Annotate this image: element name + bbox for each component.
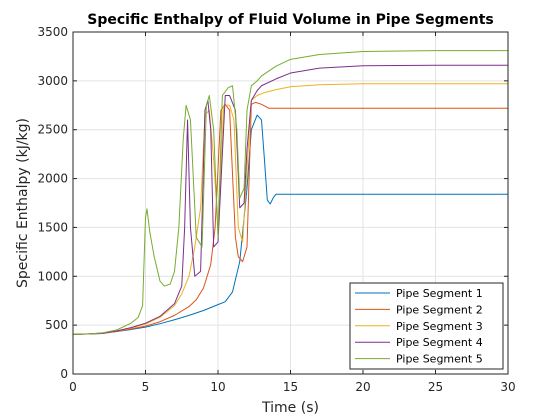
series-line-pipe-segment-4 <box>72 64 508 335</box>
legend-label: Pipe Segment 5 <box>396 353 483 366</box>
x-tick-label: 5 <box>142 380 150 394</box>
x-tick-label: 30 <box>500 380 515 394</box>
legend-label: Pipe Segment 2 <box>396 303 483 316</box>
x-tick-label: 20 <box>355 380 370 394</box>
legend-label: Pipe Segment 4 <box>396 336 483 349</box>
y-tick-label: 2500 <box>37 123 68 137</box>
series-line-pipe-segment-3 <box>72 83 508 335</box>
legend-label: Pipe Segment 3 <box>396 320 483 333</box>
x-axis-label: Time (s) <box>261 400 319 416</box>
x-tick-label: 10 <box>210 380 225 394</box>
y-tick-label: 1000 <box>37 269 68 283</box>
y-tick-label: 3500 <box>37 25 68 39</box>
legend: Pipe Segment 1 Pipe Segment 2 Pipe Segment… <box>349 282 504 370</box>
series-line-pipe-segment-2 <box>72 101 508 335</box>
x-tick-label: 15 <box>283 380 298 394</box>
x-tick-label: 25 <box>428 380 443 394</box>
legend-label: Pipe Segment 1 <box>396 287 483 300</box>
y-tick-label: 1500 <box>37 220 68 234</box>
y-tick-label: 2000 <box>37 172 68 186</box>
y-tick-label: 500 <box>45 318 68 332</box>
y-tick-label: 0 <box>60 367 68 381</box>
y-tick-label: 3000 <box>37 74 68 88</box>
ticks: 0 5 10 15 20 25 30 0 500 1000 1500 2000 2500 3000 3500 <box>37 25 515 394</box>
x-tick-label: 0 <box>69 380 77 394</box>
series-line-pipe-segment-5 <box>72 50 508 335</box>
series-layer <box>72 50 508 335</box>
y-axis-label: Specific Enthalpy (kJ/kg) <box>15 118 31 288</box>
chart-title: Specific Enthalpy of Fluid Volume in Pip… <box>87 12 494 28</box>
